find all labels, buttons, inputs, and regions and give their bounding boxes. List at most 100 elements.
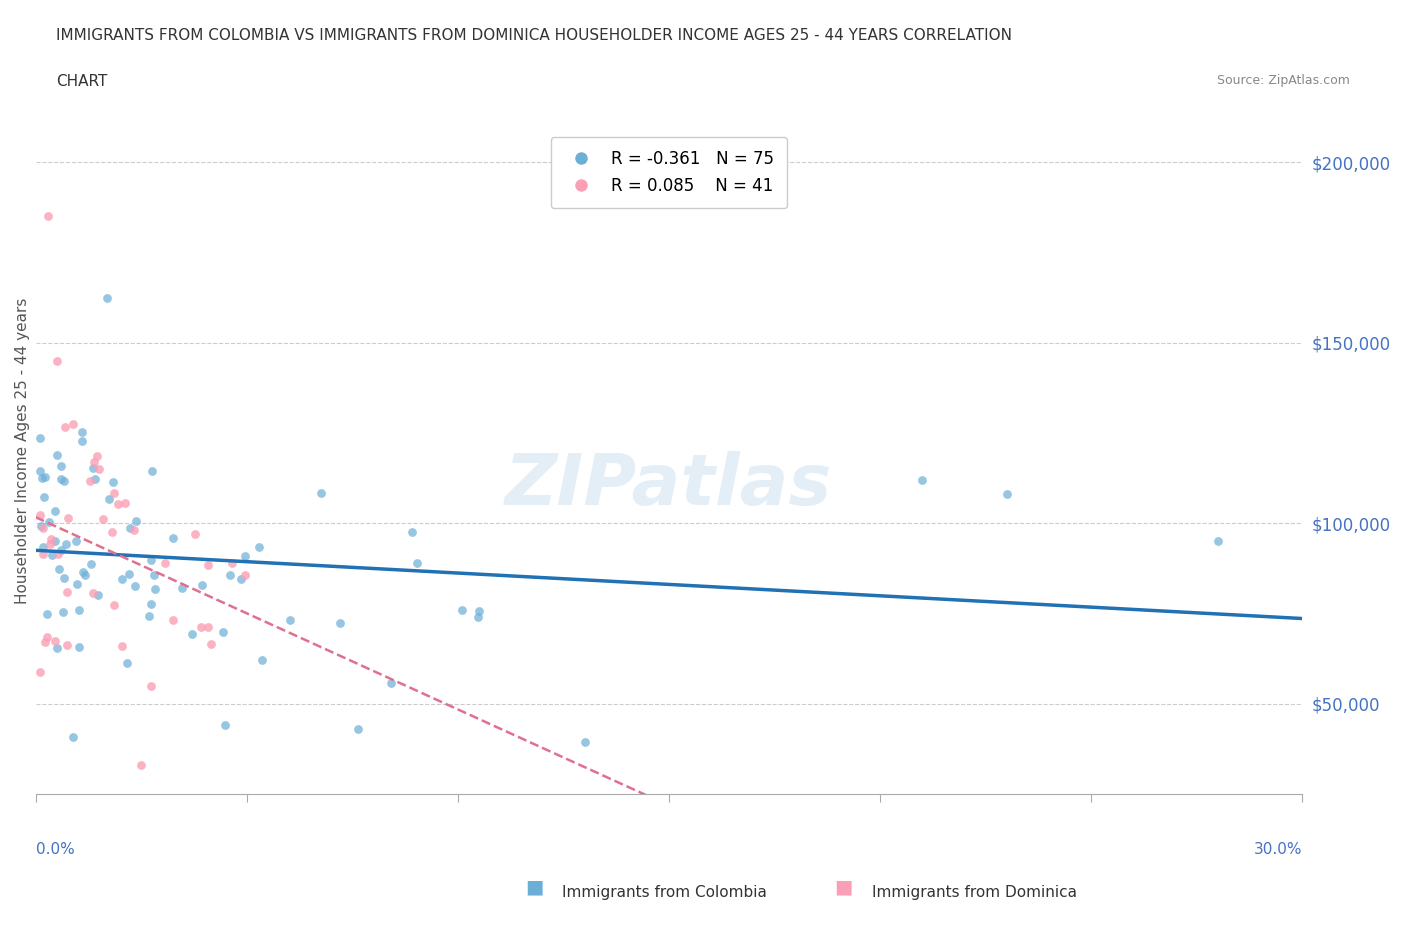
Point bbox=[48, 562, 70, 577]
Point bbox=[28, 508, 51, 523]
Point bbox=[170, 580, 193, 595]
Point bbox=[34, 634, 56, 649]
Point bbox=[347, 722, 370, 737]
Point bbox=[278, 613, 301, 628]
Point bbox=[138, 609, 160, 624]
Point bbox=[62, 730, 84, 745]
Point bbox=[212, 625, 235, 640]
Point bbox=[82, 460, 104, 475]
Point bbox=[162, 613, 184, 628]
Point bbox=[233, 567, 256, 582]
Point bbox=[233, 549, 256, 564]
Point bbox=[38, 514, 60, 529]
Point bbox=[86, 449, 108, 464]
Text: Immigrants from Colombia: Immigrants from Colombia bbox=[562, 885, 768, 900]
Point bbox=[28, 431, 51, 445]
Point bbox=[52, 570, 75, 585]
Text: Source: ZipAtlas.com: Source: ZipAtlas.com bbox=[1216, 74, 1350, 87]
Point bbox=[221, 555, 243, 570]
Point bbox=[52, 473, 75, 488]
Text: ZIPatlas: ZIPatlas bbox=[505, 451, 832, 520]
Text: 30.0%: 30.0% bbox=[1254, 842, 1302, 857]
Point bbox=[180, 627, 202, 642]
Point bbox=[143, 567, 166, 582]
Point bbox=[229, 572, 252, 587]
Point bbox=[46, 448, 69, 463]
Point bbox=[37, 209, 59, 224]
Point bbox=[44, 633, 66, 648]
Point bbox=[214, 717, 236, 732]
Point bbox=[125, 513, 148, 528]
Point bbox=[31, 547, 53, 562]
Point bbox=[28, 665, 51, 680]
Point bbox=[200, 636, 222, 651]
Point bbox=[44, 504, 66, 519]
Point bbox=[93, 512, 115, 526]
Point bbox=[46, 641, 69, 656]
Text: CHART: CHART bbox=[56, 74, 108, 89]
Point bbox=[309, 485, 332, 500]
Point bbox=[87, 588, 110, 603]
Point bbox=[118, 521, 141, 536]
Point bbox=[103, 598, 125, 613]
Point bbox=[67, 640, 90, 655]
Point bbox=[83, 454, 105, 469]
Point bbox=[32, 521, 55, 536]
Point bbox=[117, 567, 139, 582]
Point bbox=[30, 518, 52, 533]
Point bbox=[56, 638, 79, 653]
Text: ■: ■ bbox=[524, 878, 544, 897]
Point bbox=[468, 604, 491, 618]
Point bbox=[62, 417, 84, 432]
Text: Immigrants from Dominica: Immigrants from Dominica bbox=[872, 885, 1077, 900]
Point bbox=[65, 533, 87, 548]
Point bbox=[31, 471, 53, 485]
Point bbox=[75, 568, 97, 583]
Point bbox=[115, 656, 138, 671]
Point bbox=[44, 533, 66, 548]
Point bbox=[141, 463, 163, 478]
Point bbox=[122, 523, 145, 538]
Point bbox=[380, 675, 402, 690]
Point bbox=[56, 585, 79, 600]
Point bbox=[45, 353, 67, 368]
Text: 0.0%: 0.0% bbox=[35, 842, 75, 857]
Point bbox=[329, 616, 352, 631]
Point bbox=[111, 571, 134, 586]
Point bbox=[52, 604, 75, 619]
Point bbox=[219, 567, 242, 582]
Point bbox=[96, 291, 118, 306]
Point bbox=[197, 619, 219, 634]
Point bbox=[58, 511, 80, 525]
Point bbox=[139, 678, 162, 693]
Point bbox=[87, 461, 110, 476]
Point bbox=[98, 491, 121, 506]
Point bbox=[405, 555, 427, 570]
Point bbox=[28, 463, 51, 478]
Point bbox=[46, 547, 69, 562]
Point bbox=[51, 472, 73, 486]
Point bbox=[35, 630, 58, 644]
Point bbox=[401, 525, 423, 539]
Point bbox=[451, 603, 474, 618]
Point bbox=[139, 552, 162, 567]
Point bbox=[82, 586, 104, 601]
Point bbox=[39, 532, 62, 547]
Legend: R = -0.361   N = 75, R = 0.085    N = 41: R = -0.361 N = 75, R = 0.085 N = 41 bbox=[551, 137, 787, 208]
Point bbox=[55, 537, 77, 551]
Point bbox=[250, 653, 273, 668]
Point bbox=[467, 609, 489, 624]
Point bbox=[80, 556, 103, 571]
Point bbox=[574, 735, 596, 750]
Point bbox=[70, 424, 93, 439]
Point bbox=[110, 639, 132, 654]
Point bbox=[995, 487, 1018, 502]
Point bbox=[184, 526, 207, 541]
Point bbox=[103, 486, 125, 501]
Y-axis label: Householder Income Ages 25 - 44 years: Householder Income Ages 25 - 44 years bbox=[15, 298, 30, 604]
Point bbox=[911, 472, 934, 487]
Point bbox=[39, 537, 62, 551]
Point bbox=[107, 497, 129, 512]
Point bbox=[197, 558, 219, 573]
Text: IMMIGRANTS FROM COLOMBIA VS IMMIGRANTS FROM DOMINICA HOUSEHOLDER INCOME AGES 25 : IMMIGRANTS FROM COLOMBIA VS IMMIGRANTS F… bbox=[56, 28, 1012, 43]
